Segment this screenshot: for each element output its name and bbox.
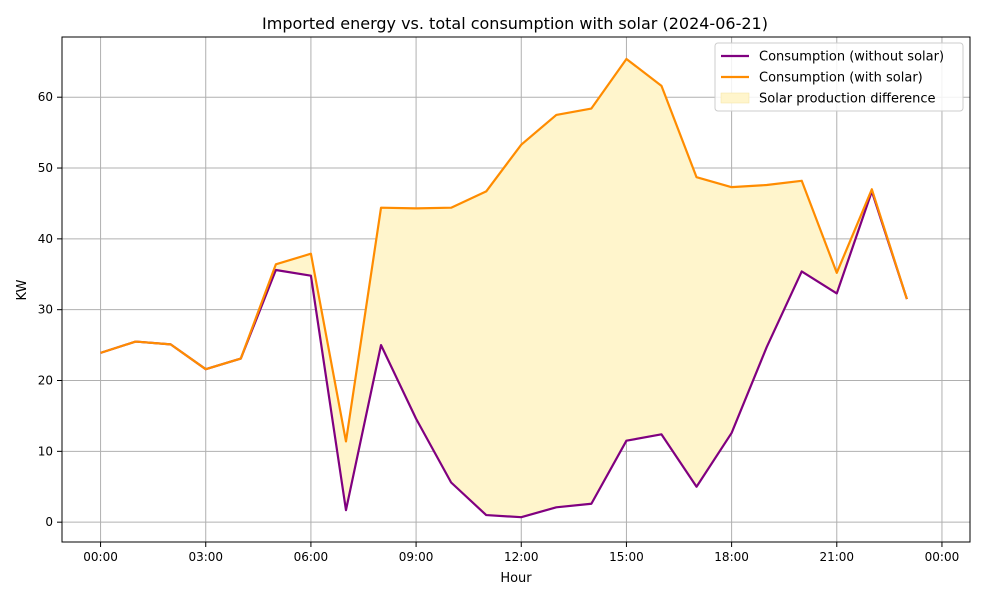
lines-layer (100, 57, 908, 519)
legend: Consumption (without solar) Consumption (… (714, 42, 964, 112)
x-axis-title: Hour (500, 571, 532, 586)
y-tick-label: 0 (45, 515, 53, 529)
x-tick-label: 06:00 (294, 550, 329, 564)
series-line-with-solar (100, 57, 908, 443)
fill-layer (100, 58, 907, 518)
x-tick-label: 12:00 (504, 550, 539, 564)
y-tick-label: 20 (38, 374, 53, 388)
y-tick-label: 50 (38, 161, 53, 175)
x-axis: 00:00 03:00 06:00 09:00 12:00 15:00 18:00 21:00… (83, 542, 959, 564)
x-tick-label: 18:00 (714, 550, 749, 564)
y-tick-label: 10 (38, 444, 53, 458)
y-tick-label: 60 (38, 90, 53, 104)
x-tick-label: 09:00 (399, 550, 434, 564)
plot-area (61, 36, 971, 543)
legend-patch-solar-difference (720, 92, 750, 104)
x-tick-label: 03:00 (188, 550, 223, 564)
solar-difference-area (100, 58, 907, 518)
x-tick-label: 15:00 (609, 550, 644, 564)
legend-box (714, 42, 964, 112)
legend-label: Consumption (with solar) (759, 71, 923, 86)
y-tick-label: 30 (38, 303, 53, 317)
legend-label: Consumption (without solar) (759, 50, 944, 65)
y-axis-title: KW (15, 279, 30, 300)
chart-title: Imported energy vs. total consumption wi… (262, 14, 768, 33)
legend-label: Solar production difference (759, 92, 935, 107)
y-tick-label: 40 (38, 232, 53, 246)
x-tick-label: 00:00 (83, 550, 118, 564)
x-tick-label: 00:00 (925, 550, 960, 564)
y-axis: 0 10 20 30 40 50 60 (38, 90, 62, 529)
x-tick-label: 21:00 (819, 550, 854, 564)
